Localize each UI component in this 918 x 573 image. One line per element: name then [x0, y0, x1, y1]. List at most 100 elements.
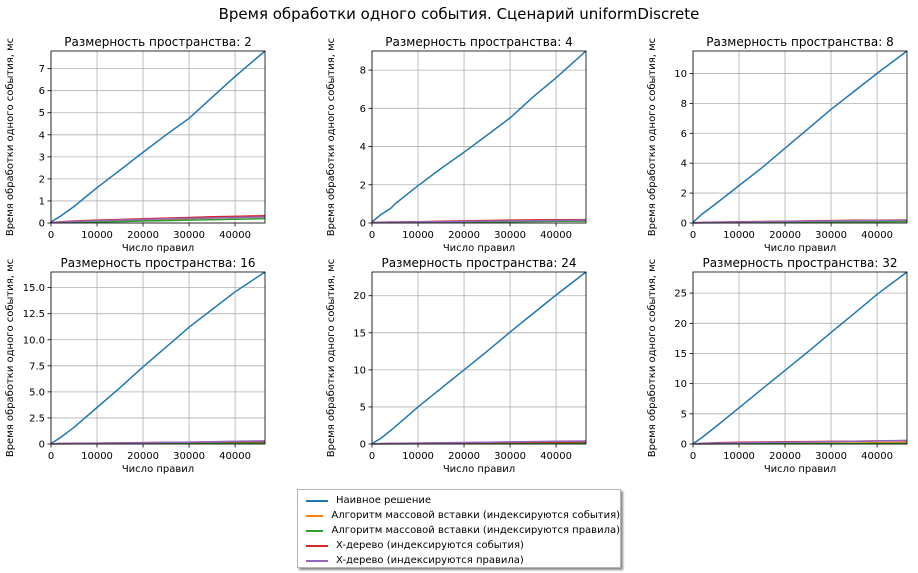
subplot-title: Размерность пространства: 8 — [706, 35, 893, 49]
legend-item: Алгоритм массовой вставки (индексируются… — [306, 508, 620, 523]
legend: Наивное решение Алгоритм массовой вставки… — [297, 489, 621, 568]
y-tick-label: 0 — [360, 440, 366, 451]
legend-label: X-дерево (индексируются события) — [336, 540, 524, 551]
x-tick-label: 10000 — [723, 451, 755, 462]
x-tick-label: 10000 — [402, 230, 434, 241]
axes-frame — [371, 271, 587, 445]
axes-frame — [371, 50, 587, 224]
x-tick-label: 40000 — [219, 451, 251, 462]
legend-label: Наивное решение — [336, 495, 432, 506]
y-tick-label: 6 — [681, 129, 687, 140]
y-tick-label: 4 — [39, 130, 45, 141]
x-tick-label: 30000 — [173, 230, 205, 241]
x-tick-label: 40000 — [861, 451, 893, 462]
x-tick-label: 20000 — [448, 451, 480, 462]
axes-frame — [50, 271, 266, 445]
x-tick-label: 0 — [48, 230, 54, 241]
y-tick-label: 15 — [674, 349, 687, 360]
x-tick-label: 30000 — [494, 230, 526, 241]
y-axis-label: Время обработки одного события, мс — [647, 38, 658, 236]
x-axis-label: Число правил — [443, 464, 515, 475]
subplot-6: 0 10000 20000 30000 40000 0 5 10 15 20 25 Размернос… — [647, 256, 908, 475]
subplot-title: Размерность пространства: 32 — [702, 256, 897, 270]
y-tick-label: 10 — [674, 379, 687, 390]
series-line-5 — [50, 440, 266, 445]
y-tick-label: 0 — [39, 440, 45, 451]
y-tick-label: 7 — [39, 64, 45, 75]
x-axis-label: Число правил — [122, 464, 194, 475]
x-tick-label: 20000 — [127, 230, 159, 241]
y-tick-label: 10 — [353, 365, 366, 376]
x-tick-label: 40000 — [540, 451, 572, 462]
y-tick-label: 15 — [353, 328, 366, 339]
series-line-5 — [692, 219, 908, 224]
subplot-5: 0 10000 20000 30000 40000 0 5 10 15 20 Размерность… — [326, 256, 587, 475]
x-tick-label: 0 — [690, 451, 696, 462]
x-tick-label: 20000 — [769, 230, 801, 241]
y-tick-label: 0 — [360, 219, 366, 230]
y-tick-label: 2 — [39, 174, 45, 185]
y-tick-label: 4 — [360, 142, 366, 153]
series-line-1 — [50, 271, 266, 445]
x-tick-label: 40000 — [219, 230, 251, 241]
series-line-1 — [692, 50, 908, 223]
y-tick-label: 6 — [360, 104, 366, 115]
x-tick-label: 20000 — [769, 451, 801, 462]
subplots-canvas: 0 10000 20000 30000 4000001234567Размерность… — [5, 35, 908, 475]
subplot-title: Размерность пространства: 2 — [64, 35, 251, 49]
y-tick-label: 20 — [674, 319, 687, 330]
x-tick-label: 20000 — [448, 230, 480, 241]
y-tick-label: 2.5 — [29, 413, 45, 424]
x-axis-label: Число правил — [122, 243, 194, 254]
legend-label: Алгоритм массовой вставки (индексируются… — [331, 510, 620, 521]
x-tick-label: 10000 — [402, 451, 434, 462]
subplot-2: 0 10000 20000 30000 40000 0 2 4 6 8 Размерность пр… — [326, 35, 587, 254]
legend-label: X-дерево (индексируются правила) — [336, 555, 524, 566]
y-tick-label: 0 — [681, 219, 687, 230]
y-tick-label: 5 — [360, 402, 366, 413]
series-line-5 — [371, 440, 587, 445]
x-tick-label: 0 — [48, 451, 54, 462]
legend-line-swatch — [306, 529, 324, 532]
x-tick-label: 10000 — [81, 451, 113, 462]
x-axis-label: Число правил — [764, 464, 836, 475]
legend-item: X-дерево (индексируются правила) — [306, 553, 620, 568]
x-tick-label: 0 — [369, 230, 375, 241]
y-tick-label: 10 — [674, 69, 687, 80]
y-tick-label: 8 — [681, 99, 687, 110]
y-tick-label: 20 — [353, 291, 366, 302]
y-axis-label: Время обработки одного события, мс — [326, 259, 337, 457]
legend-line-swatch — [306, 559, 328, 562]
x-tick-label: 0 — [369, 451, 375, 462]
figure-title: Время обработки одного события. Сценарий… — [218, 5, 700, 23]
subplot-1: 0 10000 20000 30000 40000 0 1 2 3 4 5 6 7 Размерность… — [5, 35, 266, 254]
x-tick-label: 30000 — [815, 451, 847, 462]
subplot-title: Размерность пространства: 16 — [60, 256, 255, 270]
axes-frame — [692, 271, 908, 445]
y-tick-label: 10.0 — [23, 335, 45, 346]
series-line-1 — [371, 271, 587, 445]
x-tick-label: 10000 — [723, 230, 755, 241]
legend-line-swatch — [306, 499, 328, 502]
series-line-5 — [692, 439, 908, 445]
y-tick-label: 0 — [681, 440, 687, 451]
y-tick-label: 5 — [681, 409, 687, 420]
y-tick-label: 0 — [39, 219, 45, 230]
y-tick-label: 7.5 — [29, 361, 45, 372]
y-tick-label: 6 — [39, 86, 45, 97]
subplot-title: Размерность пространства: 24 — [381, 256, 576, 270]
y-tick-label: 4 — [681, 159, 687, 170]
legend-line-swatch — [306, 514, 324, 517]
y-tick-label: 12.5 — [23, 309, 45, 320]
y-tick-label: 5.0 — [29, 387, 45, 398]
x-tick-label: 40000 — [540, 230, 572, 241]
legend-item: Алгоритм массовой вставки (индексируются… — [306, 523, 620, 538]
y-axis-label: Время обработки одного события, мс — [326, 38, 337, 236]
subplot-4: 0 10000 20000 30000 40000 0 2.5 5.0 7.5 10.0 12.5 1… — [5, 256, 266, 475]
x-tick-label: 30000 — [815, 230, 847, 241]
x-tick-label: 30000 — [173, 451, 205, 462]
series-line-1 — [692, 271, 908, 445]
x-tick-label: 0 — [690, 230, 696, 241]
axes-frame — [692, 50, 908, 224]
x-tick-label: 40000 — [861, 230, 893, 241]
